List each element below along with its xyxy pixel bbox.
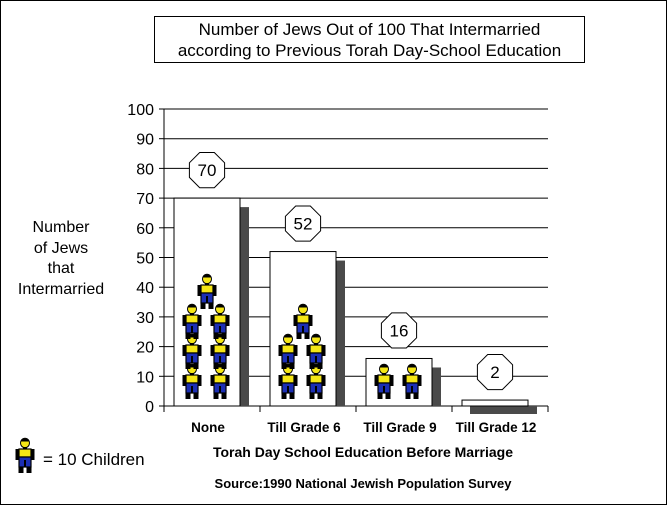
chart-title: Number of Jews Out of 100 That Intermarr… [154, 16, 585, 63]
y-tick-label: 80 [136, 161, 154, 178]
bar-shadow [470, 406, 537, 414]
bar-shadow [336, 260, 345, 406]
data-label: 2 [490, 363, 499, 382]
bar-shadow [240, 207, 249, 406]
data-label-badge [380, 312, 418, 349]
y-tick-label: 90 [136, 132, 154, 149]
chart-title-line-1: Number of Jews Out of 100 That Intermarr… [198, 19, 541, 39]
bar [461, 399, 529, 407]
y-axis-label-line-3: that [47, 260, 75, 277]
y-tick-label: 40 [136, 280, 154, 297]
y-tick-label: 50 [136, 251, 154, 268]
y-tick-label: 10 [136, 369, 154, 386]
x-tick-label: Till Grade 9 [363, 420, 436, 435]
data-label: 52 [294, 215, 313, 234]
y-axis-label-line-1: Number [32, 219, 90, 236]
data-label-badge [188, 152, 226, 189]
bar-shadow [432, 367, 441, 406]
y-tick-label: 100 [127, 102, 154, 119]
y-axis-label-line-4: Intermarried [17, 280, 105, 298]
data-label-badge [476, 354, 514, 391]
y-axis-label-line-2: of Jews [33, 239, 89, 257]
y-tick-label: 60 [136, 221, 154, 238]
legend-label: = 10 Children [43, 450, 145, 469]
legend-child-figure-icon [14, 437, 36, 474]
chart-title-line-2: according to Previous Torah Day-School E… [177, 40, 562, 60]
y-axis-label: Number of Jews that Intermarried [9, 218, 113, 300]
x-tick-label: Till Grade 6 [267, 420, 341, 435]
data-label-badge [284, 205, 322, 242]
x-axis-label: Torah Day School Education Before Marria… [212, 444, 514, 460]
data-label: 70 [198, 161, 217, 180]
x-tick-label: Till Grade 12 [456, 420, 537, 435]
source-note: Source:1990 National Jewish Population S… [214, 476, 512, 491]
y-tick-label: 70 [136, 191, 154, 208]
x-tick-label: None [191, 420, 225, 435]
y-tick-label: 30 [136, 310, 154, 327]
y-tick-label: 20 [136, 340, 154, 357]
data-label: 16 [390, 321, 409, 340]
y-tick-label: 0 [145, 399, 154, 416]
